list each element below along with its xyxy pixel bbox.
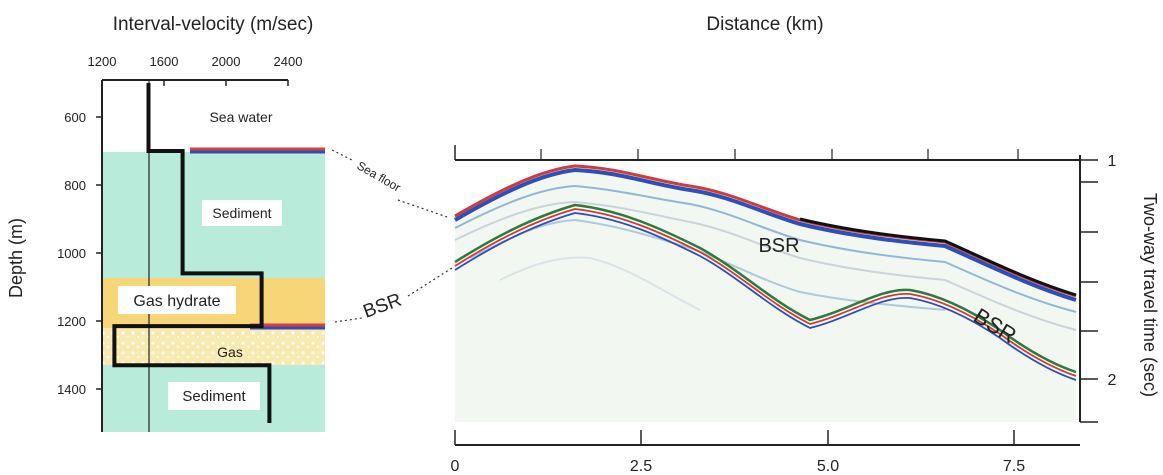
sediment-lower-label-box	[168, 382, 260, 410]
sea-floor-connector-right	[397, 199, 451, 219]
sediment-upper-label: Sediment	[212, 205, 271, 221]
bsr-connector-label: BSR	[361, 290, 405, 323]
velocity-tick-label: 2400	[274, 54, 303, 69]
depth-tick-label: 1200	[57, 314, 86, 329]
gas-hydrate-label-box	[118, 286, 236, 314]
sea-water-label: Sea water	[209, 109, 272, 125]
sea-floor-blue-reflector-section	[453, 167, 1077, 302]
sediment-lower-label: Sediment	[182, 388, 246, 405]
depth-tick-label: 1000	[57, 246, 86, 261]
velocity-tick-label: 1600	[150, 54, 179, 69]
velocity-tick-label: 2000	[212, 54, 241, 69]
depth-tick-label: 1400	[57, 382, 86, 397]
time-axis-ticks	[1080, 159, 1098, 423]
distance-tick-label: 7.5	[1003, 458, 1025, 475]
distance-axis-title: Distance (km)	[706, 14, 823, 35]
velocity-tick-marks	[101, 80, 289, 86]
sea-floor-black-trace	[799, 217, 1077, 297]
depth-axis-title: Depth (m)	[6, 218, 26, 298]
distance-tick-label: 0	[451, 458, 460, 475]
top-axis-ticks	[454, 145, 1019, 160]
bsr-connector-left	[334, 317, 363, 323]
bsr-blue-reflector-section	[454, 212, 1077, 381]
seismic-texture-area	[455, 168, 1076, 422]
sediment-upper-label-box	[202, 200, 282, 226]
depth-tick-marks	[96, 116, 102, 390]
distance-tick-label: 5.0	[817, 458, 839, 475]
gas-layer	[103, 328, 325, 365]
bsr-label-1: BSR	[758, 235, 799, 257]
bsr-red-reflector-section	[454, 208, 1077, 377]
seismic-section-panel: Distance (km) BSR BSR	[451, 14, 1160, 475]
depth-tick-label: 800	[64, 178, 86, 193]
bsr-green-reflector	[454, 203, 1077, 374]
velocity-tick-label: 1200	[88, 54, 117, 69]
depth-tick-label: 600	[64, 110, 86, 125]
time-tick-label: 1	[1108, 153, 1117, 170]
time-axis-title: Two-way travel time (sec)	[1140, 193, 1160, 397]
panel-connectors: Sea floor BSR	[331, 149, 453, 323]
sea-floor-connector-left	[331, 149, 353, 161]
distance-tick-label: 2.5	[630, 458, 652, 475]
velocity-depth-panel: Interval-velocity (m/sec) 1200 1600 2000…	[6, 14, 325, 432]
velocity-profile-line	[112, 83, 272, 423]
gas-hydrate-label: Gas hydrate	[133, 293, 220, 310]
bsr-connector-right	[407, 267, 453, 297]
time-tick-label: 2	[1108, 372, 1117, 389]
velocity-axis-title: Interval-velocity (m/sec)	[113, 14, 314, 35]
gas-label: Gas	[217, 344, 243, 360]
bottom-axis-ticks	[454, 430, 1015, 445]
sea-floor-connector-label: Sea floor	[355, 158, 404, 194]
